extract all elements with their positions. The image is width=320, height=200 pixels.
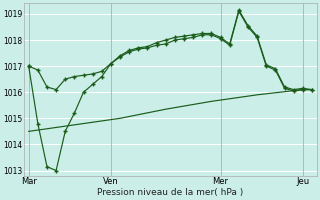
X-axis label: Pression niveau de la mer( hPa ): Pression niveau de la mer( hPa ) — [97, 188, 244, 197]
